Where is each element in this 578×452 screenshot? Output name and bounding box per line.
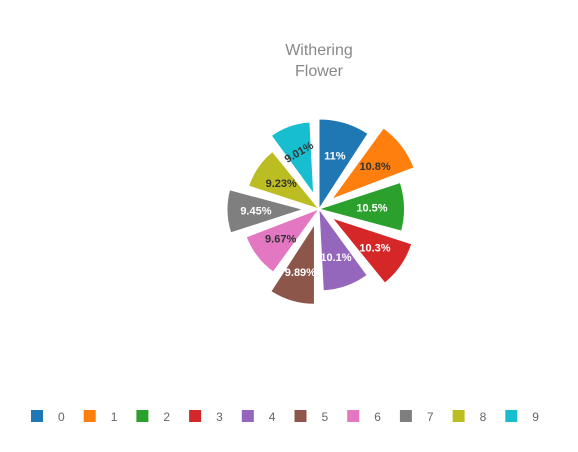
slice-label-1: 10.8% [359, 161, 390, 173]
slice-5[interactable] [270, 222, 315, 305]
legend-label-2: 2 [163, 410, 170, 424]
legend-label-3: 3 [216, 410, 223, 424]
legend-label-5: 5 [322, 410, 329, 424]
slices-group [226, 118, 415, 305]
legend-swatch-2 [136, 410, 149, 422]
legend-swatch-9 [505, 410, 518, 422]
legend-label-1: 1 [111, 410, 118, 424]
slice-2[interactable] [317, 181, 405, 232]
legend-item-0[interactable]: 0 [31, 410, 65, 424]
legend-item-6[interactable]: 6 [347, 410, 381, 424]
legend-item-7[interactable]: 7 [399, 410, 434, 424]
legend-label-6: 6 [374, 410, 381, 424]
legend-item-4[interactable]: 4 [241, 410, 276, 424]
legend-swatch-3 [189, 410, 202, 422]
slice-label-7: 9.45% [240, 206, 271, 218]
legend-item-5[interactable]: 5 [294, 410, 329, 424]
slice-label-3: 10.3% [359, 242, 390, 254]
legend-item-1[interactable]: 1 [83, 410, 118, 424]
slice-label-4: 10.1% [320, 252, 351, 264]
legend-swatch-4 [241, 410, 254, 422]
slice-label-5: 9.89% [285, 267, 316, 279]
legend-item-8[interactable]: 8 [452, 410, 487, 424]
legend-item-9[interactable]: 9 [505, 410, 539, 424]
legend-swatch-0 [31, 410, 43, 422]
legend-item-3[interactable]: 3 [189, 410, 223, 424]
legend-label-0: 0 [58, 410, 65, 424]
slice-6[interactable] [245, 207, 321, 273]
slice-0[interactable] [318, 118, 369, 211]
slice-3[interactable] [330, 217, 413, 284]
slice-label-6: 9.67% [265, 233, 296, 245]
slice-1[interactable] [330, 127, 415, 201]
legend-swatch-6 [347, 410, 360, 422]
legend-label-4: 4 [269, 410, 276, 424]
legend-swatch-1 [83, 410, 96, 422]
slice-label-0: 11% [324, 150, 346, 162]
legend-item-2[interactable]: 2 [136, 410, 170, 424]
legend-swatch-5 [294, 410, 307, 422]
slice-7[interactable] [226, 189, 305, 234]
legend-label-8: 8 [480, 410, 487, 424]
slice-4[interactable] [318, 207, 368, 292]
legend-swatch-8 [452, 410, 465, 422]
chart-title-line-1: Withering [285, 42, 353, 59]
slice-labels-group: 11% 10.8% 10.5% 10.3% 10.1% 9.89% 9.67% 9.45% 9.… [240, 140, 391, 279]
chart-title-line-2: Flower [295, 63, 344, 80]
legend-label-9: 9 [532, 410, 539, 424]
slice-8[interactable] [248, 150, 321, 210]
slice-label-8: 9.23% [266, 178, 297, 190]
legend: 0 1 2 3 4 5 6 7 8 9 [31, 410, 539, 424]
slice-9[interactable] [270, 121, 315, 196]
legend-swatch-7 [399, 410, 412, 422]
legend-label-7: 7 [427, 410, 434, 424]
slice-label-2: 10.5% [356, 203, 387, 215]
